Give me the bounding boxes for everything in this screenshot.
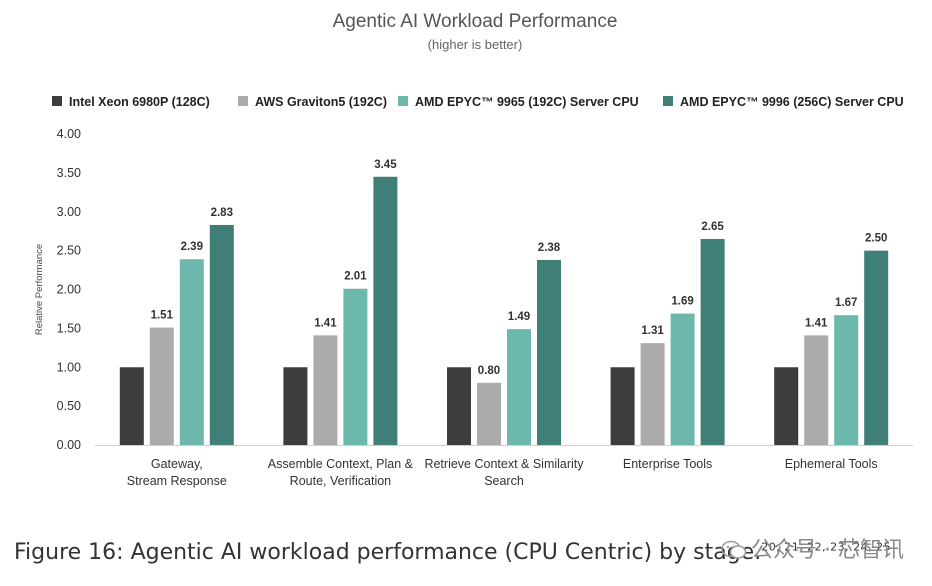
bar [313, 335, 338, 445]
y-tick-label: 2.50 [57, 244, 81, 258]
y-tick-label: 1.50 [57, 321, 81, 335]
data-label: 1.31 [641, 325, 664, 337]
bar [537, 259, 561, 445]
data-label: 1.69 [671, 296, 693, 308]
legend-swatch [663, 96, 673, 106]
bar [610, 367, 635, 445]
chart-subtitle: (higher is better) [428, 37, 523, 52]
x-tick-label: Ephemeral Tools [785, 457, 878, 471]
data-label: 1.41 [805, 317, 828, 329]
bar [209, 224, 234, 445]
x-tick-label: Gateway, [151, 457, 203, 471]
bar [447, 367, 471, 445]
data-label: 3.45 [374, 159, 397, 171]
caption-text: Figure 16: Agentic AI workload performan… [14, 540, 762, 565]
legend-label: AWS Graviton5 (192C) [255, 95, 387, 109]
bar [343, 288, 368, 445]
legend-label: Intel Xeon 6980P (128C) [69, 95, 210, 109]
bar [670, 313, 695, 445]
y-tick-label: 3.00 [57, 205, 81, 219]
legend-label: AMD EPYC™ 9965 (192C) Server CPU [415, 95, 639, 109]
x-tick-label: Assemble Context, Plan & [268, 457, 414, 471]
y-tick-label: 2.00 [57, 283, 81, 297]
bar [640, 343, 665, 445]
bar [774, 367, 799, 445]
figure-caption: Figure 16: Agentic AI workload performan… [14, 540, 891, 565]
bar-chart: Agentic AI Workload Performance (higher i… [34, 11, 913, 488]
data-label: 1.67 [835, 297, 857, 309]
data-label: 2.83 [211, 207, 233, 219]
bar [804, 335, 829, 445]
bar [179, 259, 204, 445]
y-tick-label: 3.50 [57, 166, 81, 180]
legend-swatch [398, 96, 408, 106]
data-label: 2.50 [865, 233, 887, 245]
y-tick-label: 0.00 [57, 438, 81, 452]
chart-title: Agentic AI Workload Performance [333, 11, 618, 32]
y-axis-label: Relative Performance [34, 244, 45, 335]
bar [864, 250, 889, 445]
y-tick-label: 0.50 [57, 399, 81, 413]
bar [477, 382, 501, 445]
legend-label: AMD EPYC™ 9996 (256C) Server CPU [680, 95, 904, 109]
legend-swatch [52, 96, 62, 106]
bar [507, 329, 531, 445]
legend-swatch [238, 96, 248, 106]
watermark: 公众号 · 芯智讯 [721, 532, 904, 564]
data-label: 2.39 [181, 241, 203, 253]
x-tick-label: Retrieve Context & Similarity [424, 457, 584, 471]
bar [373, 176, 398, 445]
watermark-text: 公众号 · 芯智讯 [751, 538, 904, 563]
x-tick-label: Route, Verification [290, 474, 391, 488]
bar [283, 367, 308, 445]
data-label: 1.49 [508, 311, 530, 323]
bar [149, 327, 174, 445]
bar [834, 315, 859, 445]
x-tick-label: Enterprise Tools [623, 457, 712, 471]
y-tick-label: 1.00 [57, 360, 81, 374]
x-tick-label: Search [484, 474, 524, 488]
data-label: 0.80 [478, 365, 500, 377]
data-label: 2.38 [538, 242, 561, 254]
y-tick-label: 4.00 [57, 127, 81, 141]
data-label: 2.01 [344, 271, 367, 283]
caption-refs: 20, 21, 22, 23, 24, 25 [761, 540, 892, 554]
x-tick-label: Stream Response [127, 474, 227, 488]
wechat-icon [721, 540, 747, 560]
data-label: 1.51 [151, 310, 174, 322]
bar [119, 367, 144, 445]
bar [700, 238, 725, 445]
data-label: 1.41 [314, 317, 337, 329]
data-label: 2.65 [701, 221, 724, 233]
